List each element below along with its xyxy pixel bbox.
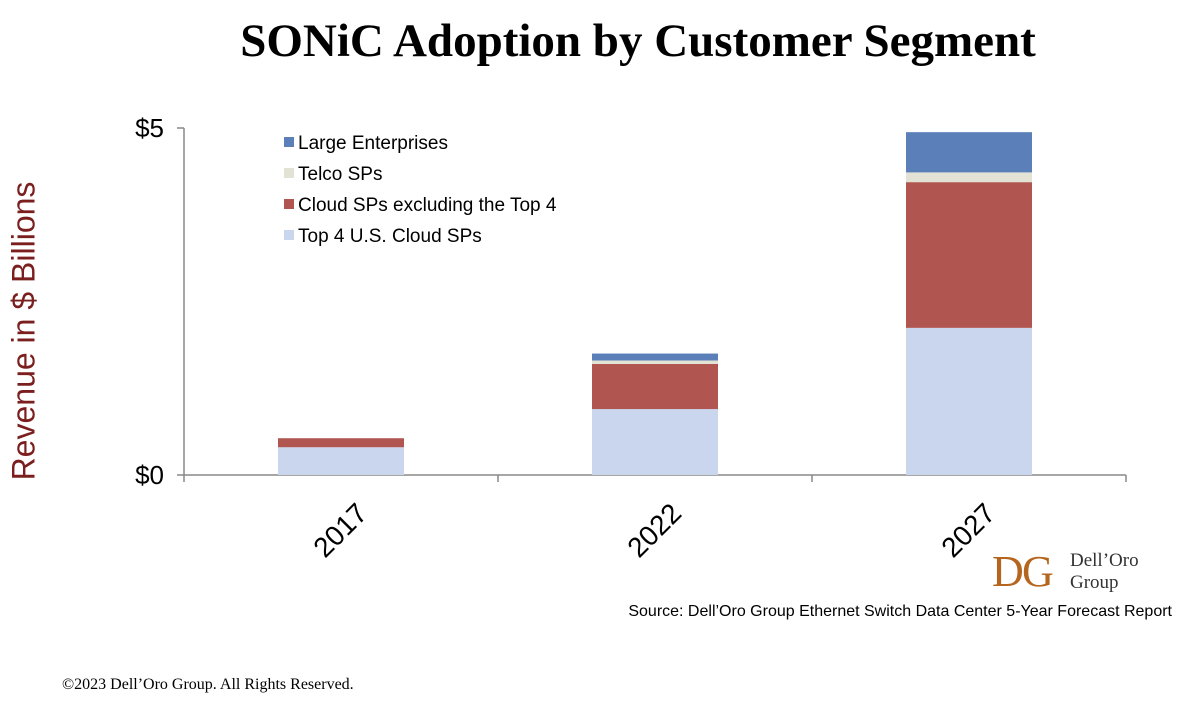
copyright-note: ©2023 Dell’Oro Group. All Rights Reserve… (62, 676, 354, 693)
logo-monogram-d: D (992, 548, 1024, 592)
legend-swatch (284, 199, 294, 209)
legend-swatch (284, 137, 294, 147)
bar-segment-2017-s1 (278, 438, 404, 448)
legend-label: Top 4 U.S. Cloud SPs (298, 226, 482, 247)
legend-label: Telco SPs (298, 164, 382, 185)
chart-title: SONiC Adoption by Customer Segment (240, 15, 1036, 67)
chart-bars (278, 132, 1032, 475)
x-tick-label-2022: 2022 (621, 497, 687, 563)
x-tick-label-2017: 2017 (307, 497, 373, 563)
legend-label: Cloud SPs excluding the Top 4 (298, 195, 557, 216)
bar-segment-2027-s1 (906, 182, 1032, 328)
bar-segment-2022-s2 (592, 360, 718, 364)
bar-segment-2027-s0 (906, 327, 1032, 475)
logo-line-1: Dell’Oro (1070, 550, 1139, 571)
y-tick-label: $0 (135, 460, 164, 490)
y-tick-labels: $0 $5 (135, 113, 164, 490)
bar-segment-2022-s3 (592, 353, 718, 361)
bar-segment-2027-s2 (906, 172, 1032, 183)
chart-legend: Large Enterprises Telco SPs Cloud SPs excl… (284, 133, 557, 247)
bar-segment-2027-s3 (906, 132, 1032, 173)
legend-label: Large Enterprises (298, 133, 448, 154)
legend-swatch (284, 168, 294, 178)
x-tick-labels: 2017 2022 2027 (307, 497, 1001, 563)
logo-monogram-g: G (1022, 548, 1054, 592)
bar-segment-2022-s0 (592, 409, 718, 475)
logo-line-2: Group (1070, 572, 1119, 593)
y-axis-label: Revenue in $ Billions (5, 181, 42, 481)
y-tick-label: $5 (135, 113, 164, 143)
bar-segment-2022-s1 (592, 363, 718, 410)
legend-swatch (284, 230, 294, 240)
source-note: Source: Dell’Oro Group Ethernet Switch D… (628, 603, 1172, 620)
dell-oro-logo: D G (992, 548, 1054, 592)
bar-segment-2017-s0 (278, 447, 404, 475)
